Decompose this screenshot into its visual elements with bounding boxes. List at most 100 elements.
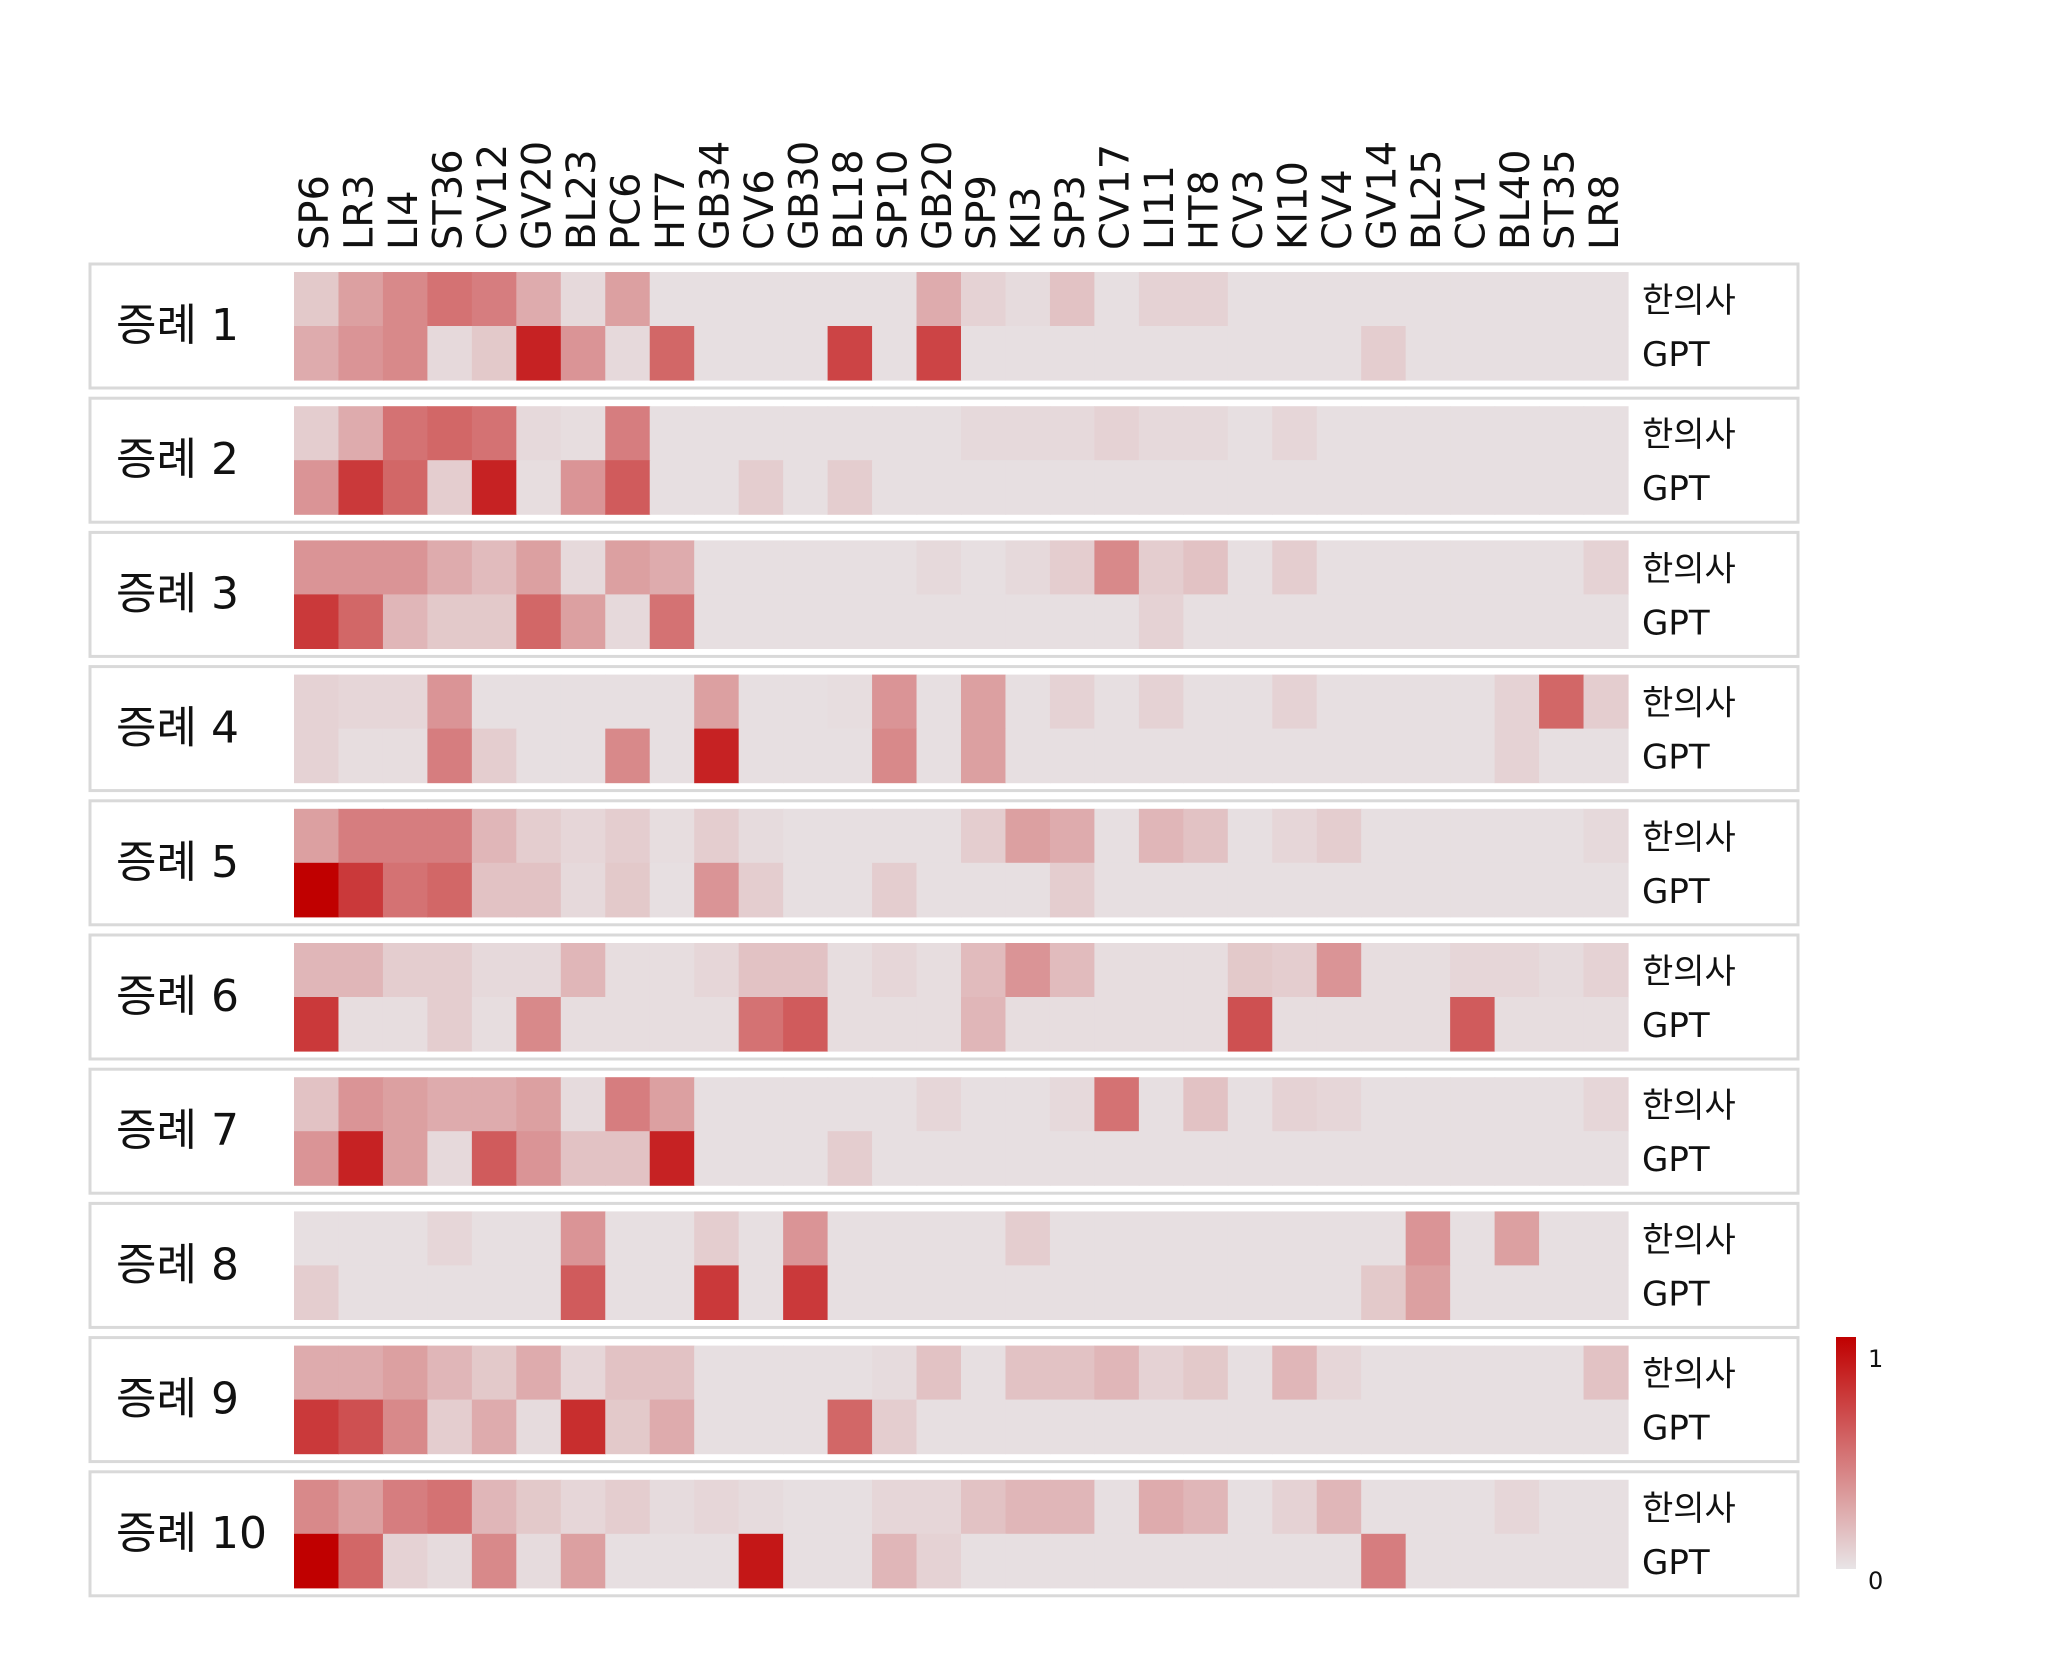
heatmap-cell [516, 1211, 562, 1266]
case-label: 증례 2 [116, 434, 239, 485]
heatmap-cell [1361, 594, 1407, 649]
heatmap-cell [1183, 1399, 1229, 1455]
heatmap-cell [1583, 943, 1629, 998]
heatmap-cell [471, 728, 517, 784]
heatmap-cell [1049, 1211, 1095, 1266]
heatmap-cell [1494, 1131, 1540, 1186]
heatmap-cell [916, 1265, 962, 1320]
heatmap-cell [1049, 460, 1095, 515]
heatmap-cell [961, 943, 1007, 998]
heatmap-cell [1005, 272, 1051, 327]
heatmap-cell [294, 943, 340, 998]
heatmap-cell [294, 1265, 340, 1320]
heatmap-cell [1450, 272, 1496, 327]
case-panel: 증례 9 한의사 GPT [88, 1336, 1800, 1464]
heatmap-cell [1049, 326, 1095, 381]
heatmap-cell [1450, 1265, 1496, 1320]
heatmap-cell [427, 1533, 473, 1589]
heatmap-cell [1049, 943, 1095, 998]
heatmap-cell [427, 997, 473, 1052]
heatmap-cell [1005, 1265, 1051, 1320]
heatmap-cell [471, 943, 517, 998]
column-label: LI11 [1137, 165, 1183, 250]
heatmap-cell [1539, 862, 1585, 918]
heatmap-cell [1272, 674, 1318, 730]
heatmap-cell [471, 997, 517, 1052]
heatmap-cell [1583, 1211, 1629, 1266]
heatmap-cell [605, 1077, 651, 1132]
heatmap-cell [1316, 997, 1362, 1052]
heatmap-cell [1183, 594, 1229, 649]
heatmap-cell [649, 1399, 695, 1455]
heatmap-cell [1361, 1077, 1407, 1132]
heatmap-cell [294, 1211, 340, 1266]
heatmap-cell [738, 1479, 784, 1535]
heatmap-cell [1450, 1399, 1496, 1455]
heatmap-cell [1183, 460, 1229, 515]
heatmap-cell [1138, 862, 1184, 918]
heatmap-cell [1316, 943, 1362, 998]
heatmap-cell [1227, 1479, 1273, 1535]
heatmap-cell [1361, 862, 1407, 918]
heatmap-cell [1227, 272, 1273, 327]
heatmap-cell [1405, 272, 1451, 327]
case-panel: 증례 8 한의사 GPT [88, 1201, 1800, 1329]
heatmap-cell [427, 540, 473, 595]
heatmap-cell [1316, 594, 1362, 649]
heatmap-cell [649, 862, 695, 918]
case-panels: 증례 1 한의사 GPT 증례 2 한의사 GPT 증례 3 한의사 GPT 증례 4 한의사 GPT… [88, 262, 1800, 1598]
heatmap-cell [560, 728, 606, 784]
row-label: GPT [1642, 738, 1710, 778]
case-label: 증례 10 [116, 1508, 267, 1559]
column-label: SP10 [870, 150, 916, 250]
column-label: ST36 [426, 149, 472, 250]
case-label: 증례 4 [116, 703, 239, 754]
heatmap-cell [1005, 997, 1051, 1052]
heatmap-cell [1539, 1399, 1585, 1455]
heatmap-cell [382, 460, 428, 515]
heatmap-cell [1361, 460, 1407, 515]
heatmap-cell [1094, 728, 1140, 784]
case-panel: 증례 5 한의사 GPT [88, 799, 1800, 927]
heatmap-cell [783, 808, 829, 864]
heatmap-cell [1005, 406, 1051, 461]
heatmap-cell [1005, 728, 1051, 784]
heatmap-cell [427, 1345, 473, 1401]
heatmap-cell [294, 272, 340, 327]
heatmap-cell [649, 1131, 695, 1186]
heatmap-cell [1450, 1131, 1496, 1186]
heatmap-cell [471, 326, 517, 381]
heatmap-cell [1138, 728, 1184, 784]
heatmap-cell [1405, 1479, 1451, 1535]
heatmap-cell [1316, 1077, 1362, 1132]
heatmap-cell [1183, 1211, 1229, 1266]
heatmap-cell [516, 943, 562, 998]
case-label: 증례 7 [116, 1105, 239, 1156]
heatmap-cell [1094, 1265, 1140, 1320]
heatmap-cell [1138, 1479, 1184, 1535]
heatmap-cell [516, 862, 562, 918]
heatmap-cell [916, 808, 962, 864]
heatmap-cell [1450, 997, 1496, 1052]
heatmap-cell [560, 997, 606, 1052]
heatmap-cell [1361, 808, 1407, 864]
heatmap-cell [1227, 594, 1273, 649]
heatmap-cell [738, 406, 784, 461]
heatmap-cell [649, 674, 695, 730]
column-label: CV17 [1093, 144, 1139, 250]
heatmap-cell [1272, 808, 1318, 864]
heatmap-cell [1316, 540, 1362, 595]
heatmap-cell [605, 326, 651, 381]
heatmap-cell [1094, 943, 1140, 998]
heatmap-cell [827, 674, 873, 730]
heatmap-cell [560, 594, 606, 649]
heatmap-cell [961, 1345, 1007, 1401]
heatmap-cell [1539, 808, 1585, 864]
heatmap-cell [605, 1131, 651, 1186]
heatmap-cell [694, 1131, 740, 1186]
heatmap-cell [1539, 1345, 1585, 1401]
heatmap-cell [338, 406, 384, 461]
heatmap-cell [1272, 1479, 1318, 1535]
heatmap-cell [1494, 1479, 1540, 1535]
heatmap-cell [783, 997, 829, 1052]
